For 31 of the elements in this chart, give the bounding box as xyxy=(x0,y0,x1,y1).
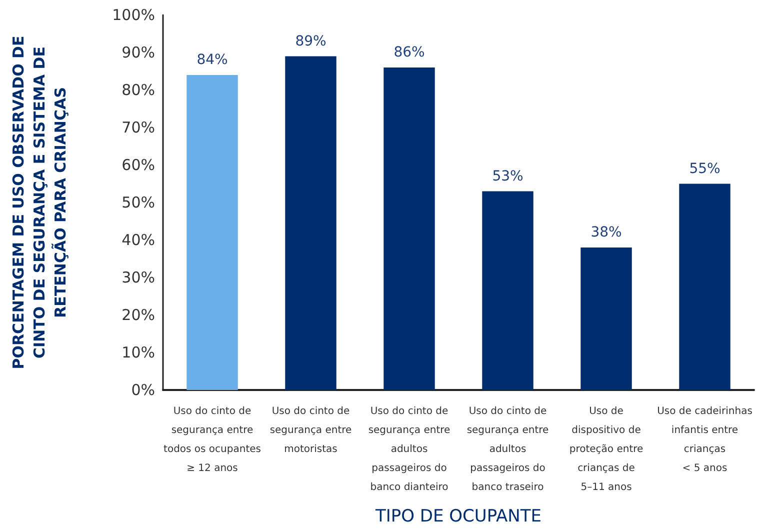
y-tick-label: 90% xyxy=(122,44,155,62)
y-tick-label: 80% xyxy=(122,81,155,99)
y-tick-label: 30% xyxy=(122,268,155,286)
y-tick-label: 100% xyxy=(112,6,155,24)
bar xyxy=(679,184,730,390)
x-tick-label: Uso do cinto de segurança entre motoristas xyxy=(270,406,352,455)
data-label: 86% xyxy=(394,44,425,60)
x-tick-label: Uso de cadeirinhas infantis entre crianças < 5 anos xyxy=(657,406,752,474)
data-label: 38% xyxy=(590,224,622,240)
data-label: 84% xyxy=(196,52,228,68)
bar xyxy=(285,56,336,390)
data-label: 89% xyxy=(295,33,326,50)
y-tick-label: 50% xyxy=(122,194,155,212)
y-tick-label: 20% xyxy=(122,306,155,324)
y-tick-label: 60% xyxy=(122,156,155,174)
y-tick-label: 0% xyxy=(131,381,155,399)
bar xyxy=(482,191,534,390)
x-tick-label: Uso do cinto de segurança entre adultos passageiros do banco traseiro xyxy=(466,406,549,493)
data-label: 55% xyxy=(689,160,720,177)
data-label: 53% xyxy=(492,168,524,184)
x-tick-label: Uso do cinto de segurança entre todos os ocupantes ≥ 12 anos xyxy=(164,406,261,474)
x-axis-title: TIPO DE OCUPANTE xyxy=(374,506,542,526)
y-tick-label: 10% xyxy=(122,344,155,362)
y-tick-label: 70% xyxy=(122,118,155,136)
x-tick-label: Uso de dispositivo de proteção entre crianças de 5–11 anos xyxy=(569,406,644,493)
bar xyxy=(384,68,435,390)
x-tick-label: Uso do cinto de segurança entre adultos passageiros do banco dianteiro xyxy=(368,406,450,493)
y-tick-label: 40% xyxy=(122,231,155,249)
bar xyxy=(186,75,238,390)
y-axis-title: PORCENTAGEM DE USO OBSERVADO DE CINTO DE SEGURANÇA E SISTEMA DE RETENÇÃO PARA CRIANÇAS xyxy=(10,36,70,370)
bar xyxy=(580,248,632,390)
